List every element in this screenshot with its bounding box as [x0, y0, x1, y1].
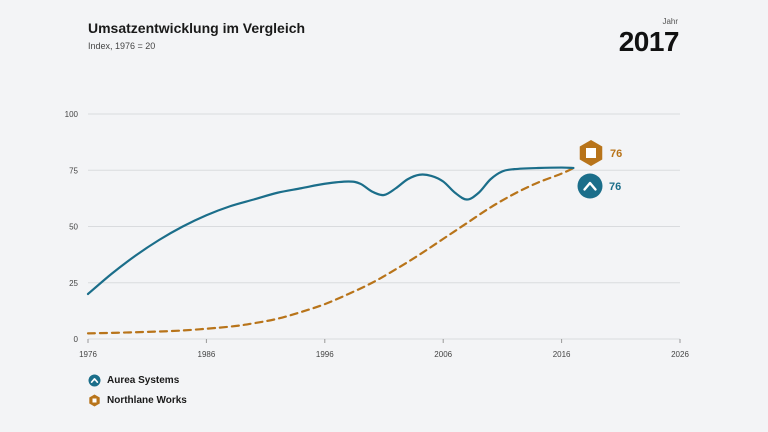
circle-shape — [577, 173, 603, 199]
legend-item-aurea-systems[interactable]: Aurea Systems — [88, 370, 187, 390]
end-marker-aurea-systems: 76 — [577, 173, 621, 199]
x-tick-label: 1986 — [198, 350, 216, 359]
x-axis: 1976 1986 1996 2006 2016 2026 — [79, 339, 689, 359]
legend: Aurea Systems Northlane Works — [88, 370, 187, 410]
end-label-northlane-works: 76 — [610, 148, 622, 160]
chevron-up-icon — [583, 181, 597, 191]
y-tick-label: 25 — [69, 279, 78, 288]
y-tick-label: 75 — [69, 166, 78, 175]
x-tick-label: 2026 — [671, 350, 689, 359]
x-tick-label: 1976 — [79, 350, 97, 359]
year-label: Jahr — [662, 17, 678, 26]
series-lines — [86, 166, 575, 335]
legend-label: Aurea Systems — [107, 374, 180, 386]
year-value: 2017 — [618, 26, 680, 57]
y-tick-label: 0 — [74, 335, 79, 344]
series-line-northlane-works — [86, 166, 575, 335]
grid — [88, 113, 680, 340]
y-axis: 0 25 50 75 100 — [65, 110, 79, 344]
x-tick-label: 2016 — [553, 350, 571, 359]
y-tick-label: 100 — [65, 110, 79, 119]
hexagon-square-icon — [89, 394, 100, 406]
chart-subtitle: Index, 1976 = 20 — [88, 41, 156, 51]
x-tick-label: 2006 — [434, 350, 452, 359]
y-tick-label: 50 — [69, 223, 78, 232]
legend-label: Northlane Works — [107, 394, 187, 406]
square-icon — [586, 148, 596, 158]
chart-title: Umsatzentwicklung im Vergleich — [88, 20, 306, 36]
series-markers: 76 76 — [577, 140, 622, 199]
series-line-aurea-systems — [86, 166, 575, 296]
legend-item-northlane-works[interactable]: Northlane Works — [88, 390, 187, 410]
x-tick-label: 1996 — [316, 350, 334, 359]
end-label-aurea-systems: 76 — [609, 181, 621, 193]
chevron-up-circle-icon — [88, 374, 101, 386]
end-marker-northlane-works: 76 — [579, 140, 622, 166]
